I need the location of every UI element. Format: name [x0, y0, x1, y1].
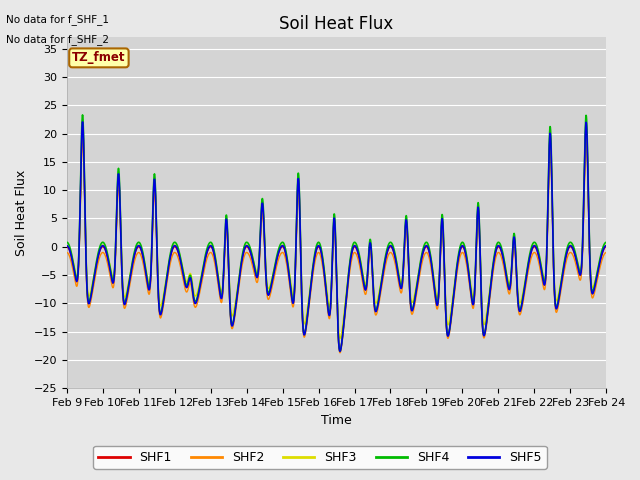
Text: No data for f_SHF_1: No data for f_SHF_1: [6, 14, 109, 25]
SHF5: [494, 243, 502, 249]
SHF5: [214, 272, 221, 277]
SHF3: [364, 262, 372, 267]
Legend: SHF1, SHF2, SHF3, SHF4, SHF5: SHF1, SHF2, SHF3, SHF4, SHF5: [93, 446, 547, 469]
SHF4: [570, 245, 578, 251]
SHF2: [79, 132, 86, 138]
SHF4: [364, 260, 372, 266]
Line: SHF3: SHF3: [67, 136, 606, 338]
SHF2: [602, 250, 610, 255]
SHF1: [602, 244, 610, 250]
Text: No data for f_SHF_2: No data for f_SHF_2: [6, 34, 109, 45]
SHF1: [79, 122, 86, 128]
SHF2: [570, 255, 578, 261]
SHF1: [556, 295, 563, 300]
SHF2: [494, 250, 502, 256]
SHF4: [556, 293, 563, 299]
Line: SHF1: SHF1: [67, 125, 606, 350]
SHF1: [336, 348, 344, 353]
SHF3: [570, 247, 578, 253]
SHF1: [353, 246, 360, 252]
SHF4: [214, 269, 221, 275]
Y-axis label: Soil Heat Flux: Soil Heat Flux: [15, 170, 28, 256]
SHF2: [364, 269, 372, 275]
SHF2: [336, 350, 344, 356]
SHF3: [214, 267, 221, 273]
SHF4: [494, 240, 502, 246]
SHF4: [336, 348, 344, 354]
SHF3: [602, 242, 610, 248]
SHF3: [556, 289, 563, 295]
SHF5: [570, 249, 578, 254]
SHF3: [353, 244, 360, 250]
SHF5: [364, 263, 372, 269]
SHF1: [214, 272, 221, 278]
SHF1: [494, 244, 502, 250]
SHF5: [602, 243, 610, 249]
SHF4: [353, 241, 360, 247]
SHF1: [570, 250, 578, 255]
SHF3: [494, 243, 502, 249]
SHF3: [63, 242, 70, 248]
SHF2: [214, 277, 221, 283]
SHF4: [602, 240, 610, 245]
Title: Soil Heat Flux: Soil Heat Flux: [280, 15, 394, 33]
SHF2: [63, 250, 70, 255]
SHF5: [336, 348, 344, 354]
SHF2: [353, 252, 360, 257]
SHF1: [63, 244, 70, 250]
Line: SHF5: SHF5: [67, 122, 606, 351]
SHF3: [79, 133, 86, 139]
SHF5: [556, 295, 563, 300]
Line: SHF2: SHF2: [67, 135, 606, 353]
SHF5: [79, 119, 86, 125]
X-axis label: Time: Time: [321, 414, 352, 427]
SHF5: [63, 243, 70, 249]
Line: SHF4: SHF4: [67, 115, 606, 351]
SHF2: [556, 299, 563, 305]
SHF1: [364, 264, 372, 269]
SHF4: [63, 240, 70, 245]
SHF4: [79, 112, 86, 118]
Text: TZ_fmet: TZ_fmet: [72, 51, 125, 64]
SHF5: [353, 245, 360, 251]
SHF3: [337, 336, 344, 341]
